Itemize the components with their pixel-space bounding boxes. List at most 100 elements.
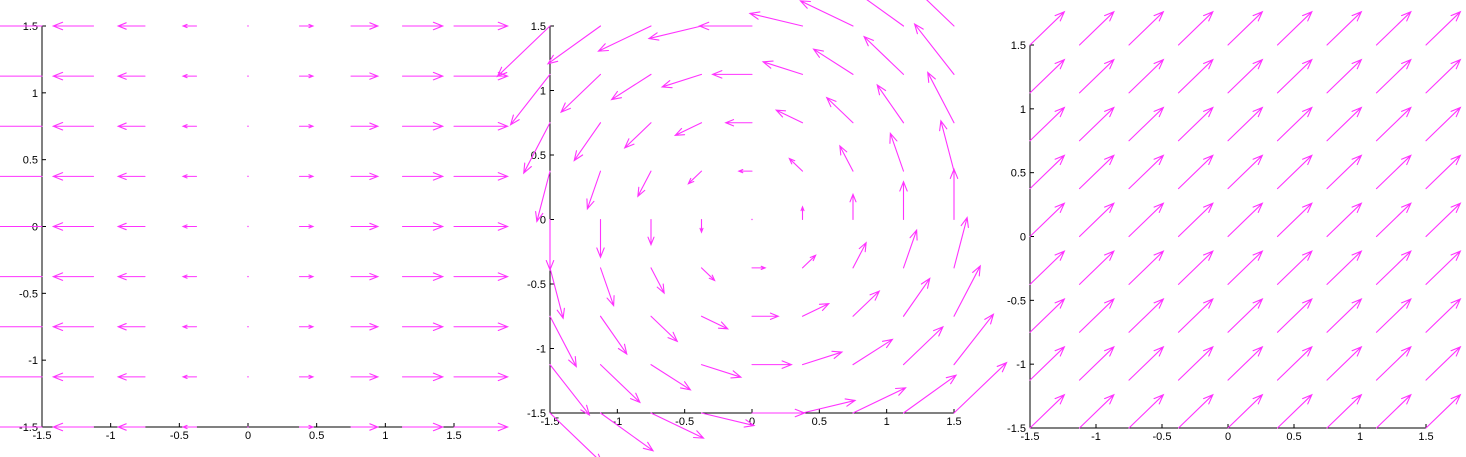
vector-arrow bbox=[599, 267, 615, 308]
vector-arrow bbox=[1177, 393, 1214, 429]
vector-arrow bbox=[181, 224, 198, 229]
vector-arrow bbox=[401, 322, 445, 332]
vector-arrow bbox=[1177, 298, 1214, 333]
y-tick-label-1: 1 bbox=[32, 88, 38, 100]
vector-arrow bbox=[1078, 154, 1115, 190]
vector-arrow bbox=[1375, 345, 1412, 381]
vector-arrow bbox=[350, 122, 380, 130]
vector-arrow bbox=[1177, 58, 1214, 94]
vector-arrow bbox=[51, 222, 95, 231]
vector-arrow bbox=[549, 412, 601, 457]
vector-arrow bbox=[866, 0, 905, 27]
arrow-dot bbox=[247, 75, 249, 77]
vector-arrow bbox=[939, 119, 955, 172]
vector-arrow bbox=[0, 175, 43, 177]
vector-arrow bbox=[116, 72, 146, 80]
vector-arrow bbox=[0, 426, 43, 428]
vector-arrow bbox=[623, 122, 652, 149]
y-tick-label-3: 0 bbox=[1020, 232, 1026, 244]
vector-arrow bbox=[599, 364, 641, 404]
vector-arrow bbox=[1227, 58, 1264, 94]
vector-arrow bbox=[1375, 106, 1412, 142]
vector-arrow bbox=[1276, 202, 1313, 238]
vector-arrow bbox=[181, 424, 198, 430]
vector-arrow bbox=[825, 96, 854, 124]
vector-arrow bbox=[1227, 345, 1264, 381]
y-tick-label-2: 0 bbox=[540, 215, 546, 227]
vector-arrow bbox=[1128, 10, 1165, 46]
vector-arrow bbox=[401, 121, 445, 131]
vector-arrow bbox=[181, 374, 198, 380]
vector-arrow bbox=[902, 374, 958, 414]
vector-arrow bbox=[1326, 250, 1363, 285]
vector-arrow bbox=[1177, 10, 1214, 46]
vector-arrow bbox=[51, 21, 95, 31]
vector-arrow bbox=[660, 73, 703, 89]
vector-arrow bbox=[801, 303, 831, 317]
vector-arrow bbox=[453, 422, 510, 432]
x-tick-label-2: -0.5 bbox=[675, 416, 694, 428]
vector-arrow bbox=[1276, 106, 1313, 142]
x-tick-label-2: -1 bbox=[612, 416, 622, 428]
vector-arrow bbox=[852, 241, 867, 269]
vector-arrow bbox=[852, 387, 907, 414]
vector-arrow bbox=[1029, 345, 1066, 381]
vector-arrow bbox=[1227, 393, 1264, 429]
x-tick-label-2: 1 bbox=[884, 416, 890, 428]
vector-arrow bbox=[1276, 154, 1313, 190]
vector-arrow bbox=[298, 73, 315, 79]
vector-arrow bbox=[1276, 58, 1313, 94]
vector-arrow bbox=[298, 374, 315, 380]
vector-arrow bbox=[1177, 106, 1214, 142]
vector-arrow bbox=[298, 424, 315, 430]
vector-arrow bbox=[350, 272, 380, 281]
vector-arrow bbox=[1425, 250, 1462, 285]
vector-arrow bbox=[1128, 58, 1165, 94]
y-tick-label-3: -0.5 bbox=[1007, 295, 1026, 307]
vector-arrow bbox=[1326, 106, 1363, 142]
vector-arrow bbox=[902, 277, 931, 317]
vector-arrow bbox=[1326, 393, 1363, 429]
vector-arrow bbox=[350, 72, 380, 80]
vector-arrow bbox=[597, 25, 652, 52]
vector-arrow bbox=[181, 73, 198, 79]
vector-arrow bbox=[1078, 10, 1115, 46]
vector-arrow bbox=[902, 228, 918, 269]
vector-arrow bbox=[737, 169, 753, 174]
vector-arrow bbox=[599, 315, 628, 356]
vector-arrow bbox=[650, 267, 665, 295]
y-tick-label-2: 1 bbox=[540, 86, 546, 98]
arrow-dot bbox=[751, 218, 753, 221]
x-tick-label-1: -0.5 bbox=[170, 430, 189, 442]
vector-arrow bbox=[852, 338, 894, 366]
vector-arrow bbox=[1227, 298, 1264, 333]
vector-arrow bbox=[1326, 345, 1363, 381]
quiver-plot-3: -1.5 -1 -0.5 0 0.5 1 1.5 -1.5 -1 -0.5 0 0.5 1 1.5 bbox=[1007, 10, 1462, 443]
vector-arrow bbox=[523, 122, 551, 175]
vector-arrow bbox=[1029, 106, 1066, 142]
vector-arrow bbox=[298, 23, 315, 29]
vector-arrow bbox=[673, 122, 703, 136]
x-tick-label-3: 1 bbox=[1357, 431, 1363, 443]
vector-arrow bbox=[1375, 298, 1412, 333]
x-tick-label-2: 0 bbox=[749, 416, 755, 428]
arrow-dot bbox=[247, 426, 249, 428]
vector-arrow bbox=[711, 70, 753, 79]
vector-arrow bbox=[116, 122, 146, 130]
vector-arrow bbox=[350, 172, 380, 181]
vector-arrow bbox=[1078, 250, 1115, 285]
vector-arrow bbox=[902, 325, 944, 366]
arrow-field-1 bbox=[0, 21, 510, 432]
vector-arrow bbox=[801, 350, 844, 366]
vector-arrow bbox=[812, 48, 854, 75]
vector-arrow bbox=[1326, 202, 1363, 238]
vector-arrow bbox=[573, 122, 602, 162]
vector-arrow bbox=[751, 408, 807, 418]
quiver-plot-1: -1.5 -1 -0.5 0 0.5 1 1.5 -1.5 -1 -0.5 0 0.5 1 1.5 bbox=[0, 21, 510, 442]
x-tick-label-1: -1 bbox=[106, 430, 116, 442]
vector-arrow bbox=[799, 0, 854, 27]
vector-arrow bbox=[650, 315, 679, 343]
x-tick-label-3: -0.5 bbox=[1153, 431, 1172, 443]
y-tick-label-3: 1.5 bbox=[1011, 40, 1026, 52]
vector-arrow bbox=[1128, 106, 1165, 142]
